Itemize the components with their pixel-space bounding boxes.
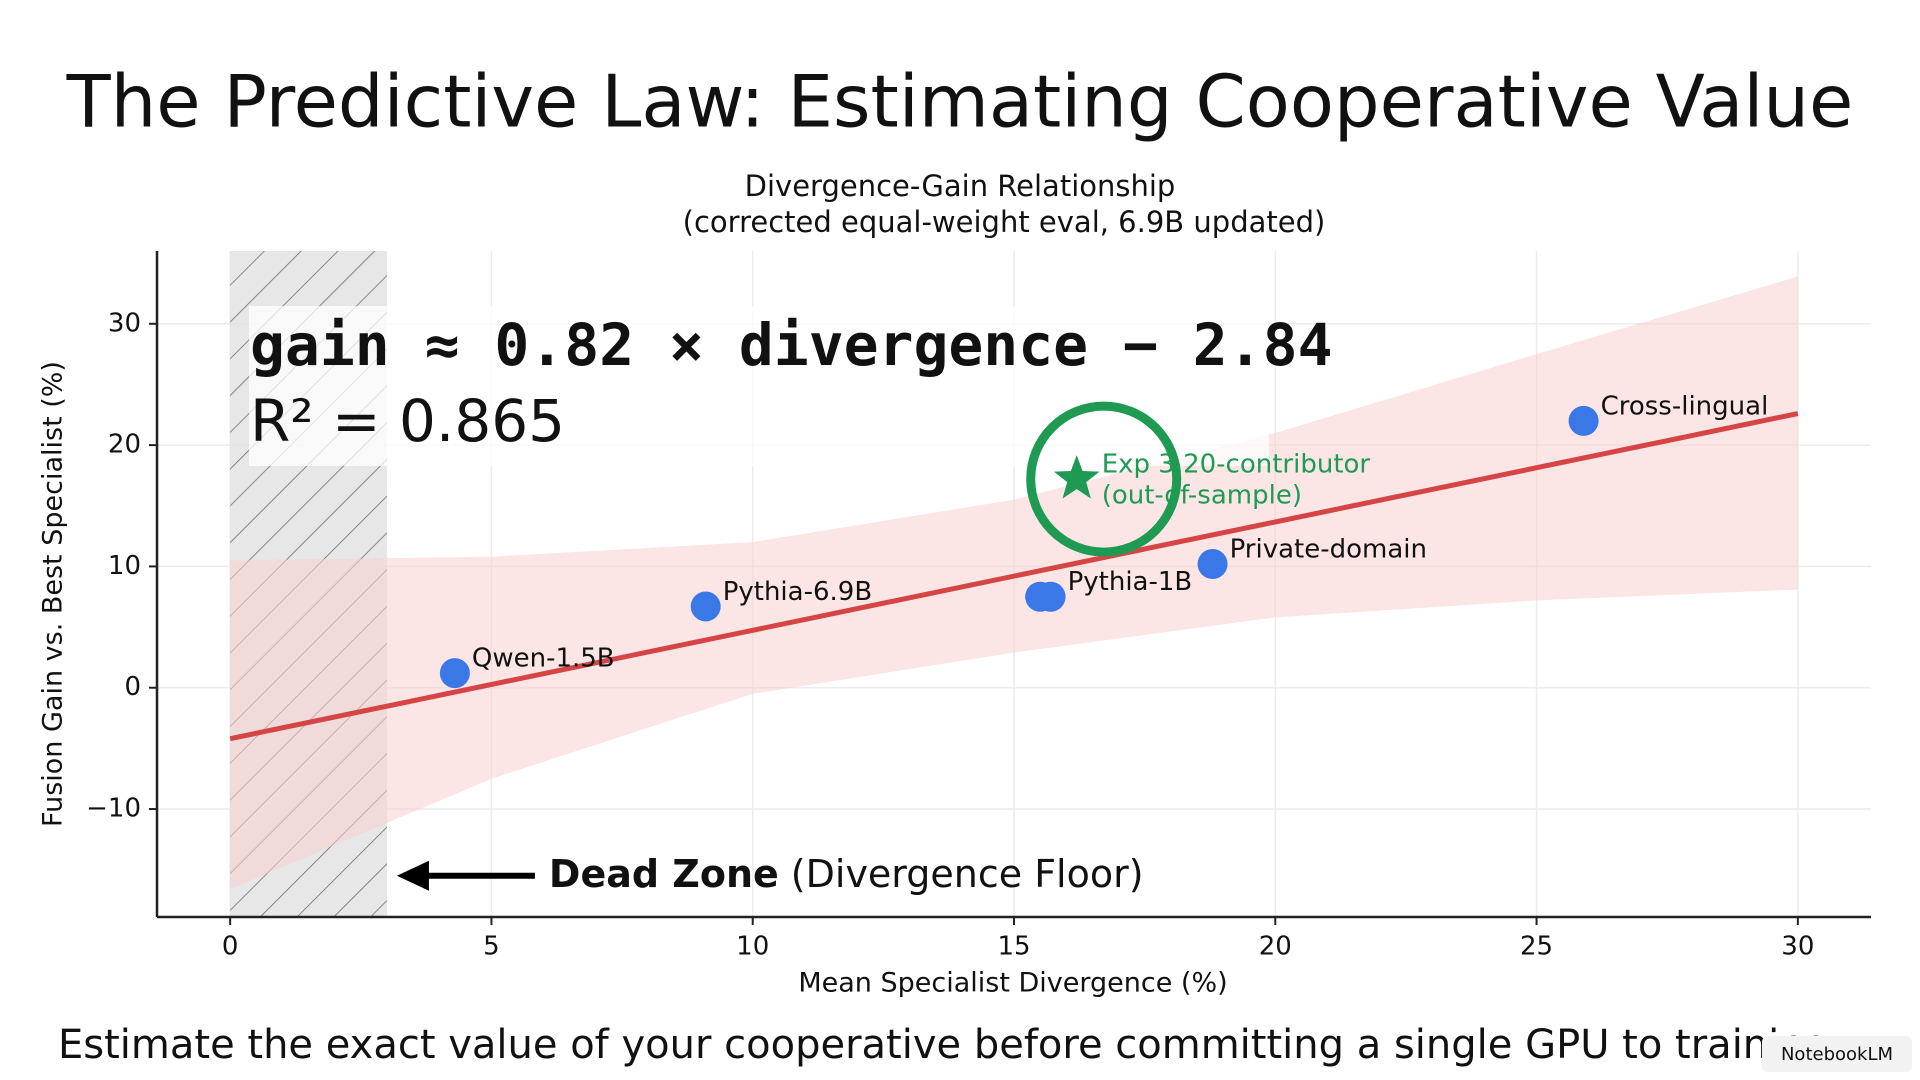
point-label: Pythia-6.9B: [723, 577, 872, 607]
watermark: NotebookLM: [1781, 1044, 1893, 1065]
x-tick-label: 5: [483, 932, 500, 962]
x-tick-label: 0: [222, 932, 239, 962]
y-tick-label: 30: [108, 308, 141, 338]
data-point: [1035, 581, 1066, 612]
equation-box: [249, 306, 1269, 466]
x-tick-label: 20: [1259, 932, 1292, 962]
page-title: The Predictive Law: Estimating Cooperati…: [66, 60, 1854, 144]
y-tick-label: 10: [108, 551, 141, 581]
point-label: Private-domain: [1230, 534, 1427, 564]
x-axis-title: Mean Specialist Divergence (%): [798, 968, 1227, 999]
chart-subtitle: (corrected equal-weight eval, 6.9B updat…: [683, 205, 1326, 239]
y-tick-label: 0: [124, 672, 141, 702]
highlight-label: (out-of-sample): [1102, 481, 1302, 511]
r-squared: R² = 0.865: [250, 387, 565, 455]
watermark-box: [1762, 1036, 1912, 1072]
dead-zone-label: Dead Zone (Divergence Floor): [549, 851, 1144, 895]
confidence-band: [230, 276, 1798, 890]
equation: gain ≈ 0.82 × divergence − 2.84: [250, 311, 1333, 379]
y-axis-title: Fusion Gain vs. Best Specialist (%): [38, 361, 69, 827]
data-point: [439, 658, 470, 689]
footer: Estimate the exact value of your coopera…: [58, 1022, 1830, 1068]
point-label: Pythia-1B: [1068, 567, 1193, 597]
x-tick-label: 30: [1781, 932, 1814, 962]
fit-line: [229, 411, 1799, 742]
highlight-star: [1053, 455, 1100, 499]
chart-title: Divergence-Gain Relationship: [745, 169, 1176, 203]
x-tick-label: 25: [1520, 932, 1553, 962]
point-label: Cross-lingual: [1601, 391, 1769, 421]
y-tick-label: −10: [86, 794, 141, 824]
arrow-head: [396, 860, 429, 891]
data-point: [690, 591, 721, 622]
y-tick-label: 20: [108, 430, 141, 460]
highlight-ring: [1026, 401, 1182, 557]
dead-zone-bold: Dead Zone: [549, 851, 779, 895]
data-point: [1197, 548, 1228, 579]
point-label: Qwen-1.5B: [472, 644, 615, 674]
x-tick-label: 15: [997, 932, 1030, 962]
x-tick-label: 10: [736, 932, 769, 962]
highlight-label: Exp 3 20-contributor: [1102, 450, 1371, 480]
data-point: [1568, 405, 1599, 436]
dead-zone-text: (Divergence Floor): [791, 851, 1144, 895]
